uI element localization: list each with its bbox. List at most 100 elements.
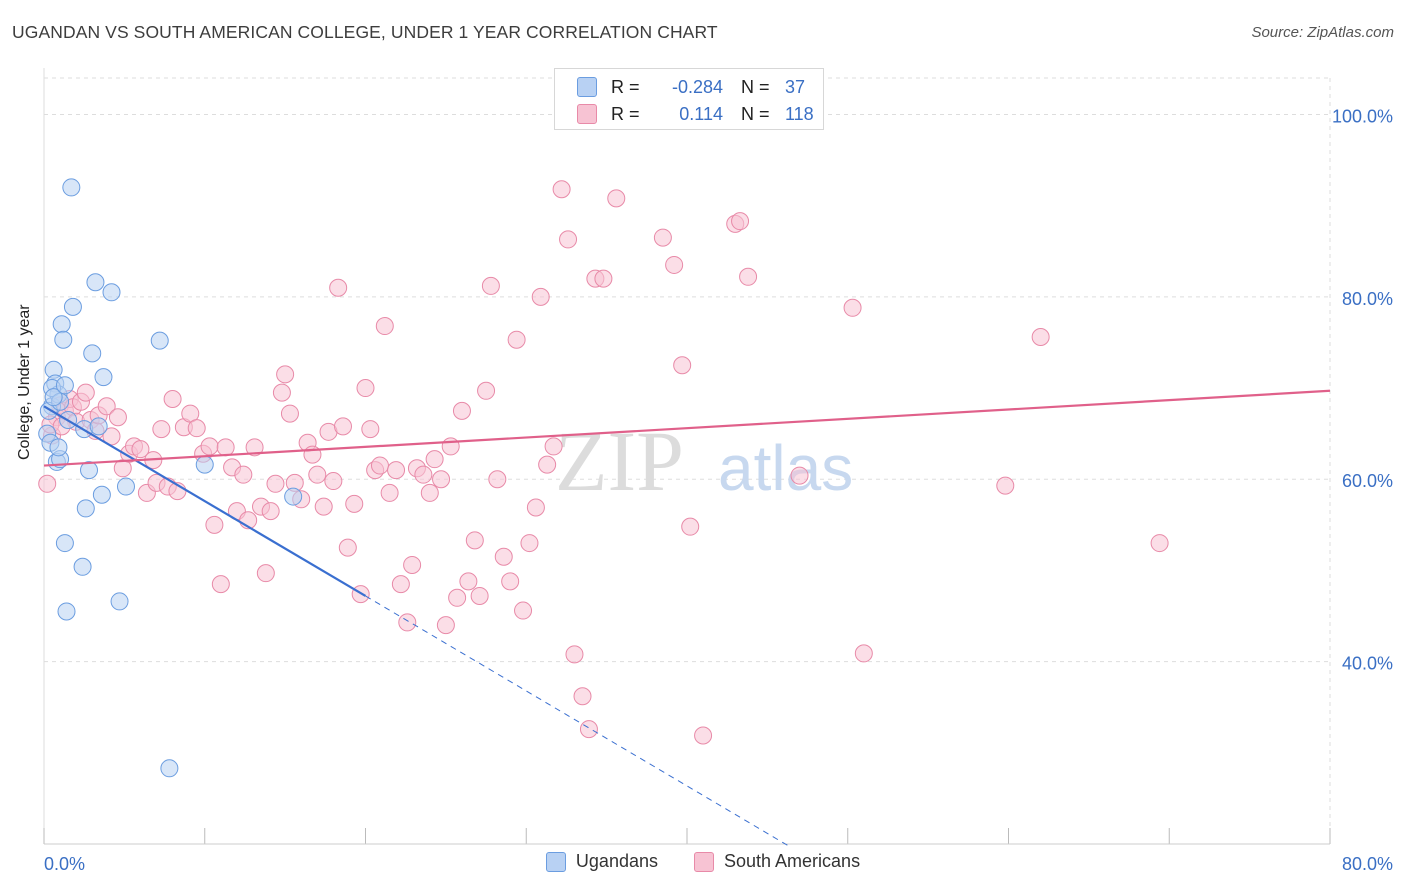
ugandan-point xyxy=(94,368,113,387)
south-american-point xyxy=(436,616,455,635)
south-american-point xyxy=(211,575,230,594)
south-american-point xyxy=(370,456,389,475)
x-tick-label: 0.0% xyxy=(44,854,85,874)
ugandans-legend-swatch xyxy=(545,851,566,872)
ugandan-point xyxy=(55,534,74,553)
y-tick-label: 80.0% xyxy=(1342,289,1393,309)
y-axis-title: College, Under 1 year xyxy=(16,304,33,460)
n-label: N = xyxy=(741,76,770,97)
ugandan-point xyxy=(89,417,108,436)
south-american-point xyxy=(108,408,127,427)
ugandan-point xyxy=(83,344,102,363)
south-american-point xyxy=(790,466,809,485)
ugandan-point xyxy=(49,438,68,457)
ugandans-trend-extension xyxy=(365,595,792,849)
south-american-point xyxy=(256,564,275,583)
south-american-point xyxy=(448,588,467,607)
south-american-point xyxy=(739,267,758,286)
south-american-point xyxy=(272,383,291,402)
ugandan-point xyxy=(86,273,105,292)
south-american-point xyxy=(681,517,700,536)
south-american-point xyxy=(501,572,520,591)
south-american-point xyxy=(380,483,399,502)
x-tick-labels: 0.0% 80.0% xyxy=(44,854,1393,874)
ugandan-point xyxy=(284,487,303,506)
y-tick-label: 60.0% xyxy=(1342,471,1393,491)
ugandan-point xyxy=(80,461,99,480)
south-american-point xyxy=(234,465,253,484)
south-american-point xyxy=(441,437,460,456)
r-value: -0.284 xyxy=(671,76,723,97)
ugandan-point xyxy=(55,376,74,395)
south-american-point xyxy=(459,572,478,591)
south-american-point xyxy=(324,472,343,491)
ugandan-point xyxy=(116,477,135,496)
south-american-point xyxy=(38,474,57,493)
ugandans-trend-line xyxy=(43,405,367,597)
south-american-point xyxy=(694,726,713,745)
y-tick-label: 40.0% xyxy=(1342,654,1393,674)
grid-lines xyxy=(43,68,1331,844)
y-tick-label: 100.0% xyxy=(1332,106,1393,126)
ugandan-point xyxy=(44,388,63,407)
south-americans-trend-line xyxy=(43,389,1331,467)
south-american-point xyxy=(345,494,364,513)
south-american-point xyxy=(579,720,598,739)
south-americans-swatch xyxy=(577,104,597,124)
ugandan-point xyxy=(76,499,95,518)
south-american-point xyxy=(488,470,507,489)
south-american-point xyxy=(276,365,295,384)
south-american-point xyxy=(526,498,545,517)
ugandan-point xyxy=(62,178,81,197)
ugandan-point xyxy=(92,485,111,504)
y-tick-labels: 40.0% 60.0% 80.0% 100.0% xyxy=(1332,106,1393,673)
south-american-point xyxy=(538,455,557,474)
correlation-legend: R = -0.284 N = 37 R = 0.114 N = 118 xyxy=(554,68,824,130)
ugandan-point xyxy=(102,283,121,302)
south-american-point xyxy=(152,420,171,439)
ugandan-point xyxy=(110,592,129,611)
south-american-point xyxy=(387,461,406,480)
south-american-point xyxy=(452,401,471,420)
south-american-point xyxy=(594,269,613,288)
south-american-point xyxy=(338,538,357,557)
n-value: 37 xyxy=(785,76,806,97)
ugandan-point xyxy=(73,557,92,576)
corr-row-south-americans: R = 0.114 N = 118 xyxy=(577,101,814,127)
ugandans-swatch xyxy=(577,77,597,97)
south-american-point xyxy=(481,276,500,295)
south-american-point xyxy=(280,404,299,423)
ugandan-point xyxy=(160,759,179,778)
south-american-point xyxy=(261,502,280,521)
south-american-point xyxy=(375,317,394,336)
south-american-point xyxy=(361,420,380,439)
corr-row-ugandans: R = -0.284 N = 37 xyxy=(577,74,805,100)
south-american-point xyxy=(356,379,375,398)
south-american-point xyxy=(494,547,513,566)
south-american-point xyxy=(544,437,563,456)
series-legend: Ugandans South Americans xyxy=(0,851,1406,872)
south-american-point xyxy=(854,644,873,663)
south-americans-legend-swatch xyxy=(694,851,714,872)
south-american-point xyxy=(308,465,327,484)
south-american-point xyxy=(573,687,592,706)
x-axis-ticks xyxy=(43,828,1331,844)
ugandan-point xyxy=(63,297,82,316)
south-american-point xyxy=(552,180,571,199)
south-american-point xyxy=(76,383,95,402)
watermark-zip: ZIP xyxy=(555,413,684,509)
chart-title: UGANDAN VS SOUTH AMERICAN COLLEGE, UNDER… xyxy=(12,22,718,42)
south-american-point xyxy=(465,531,484,550)
ugandan-point xyxy=(54,330,73,349)
south-american-point xyxy=(653,228,672,247)
south-american-point xyxy=(414,465,433,484)
south-american-point xyxy=(245,438,264,457)
legend-item-south-americans[interactable]: South Americans xyxy=(694,851,860,872)
south-american-point xyxy=(477,381,496,400)
south-american-point xyxy=(333,417,352,436)
legend-item-ugandans[interactable]: Ugandans xyxy=(545,851,658,872)
south-american-point xyxy=(470,586,489,605)
south-american-point xyxy=(507,330,526,349)
south-american-point xyxy=(391,575,410,594)
